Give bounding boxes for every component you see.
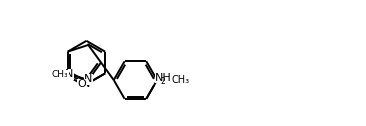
Text: CH₃: CH₃ [52, 70, 68, 80]
Text: O: O [78, 79, 86, 89]
Text: NH: NH [155, 73, 172, 83]
Text: N: N [82, 79, 91, 89]
Text: 2: 2 [160, 77, 165, 86]
Text: N: N [84, 74, 93, 84]
Text: N: N [65, 69, 73, 79]
Text: CH₃: CH₃ [171, 75, 190, 85]
